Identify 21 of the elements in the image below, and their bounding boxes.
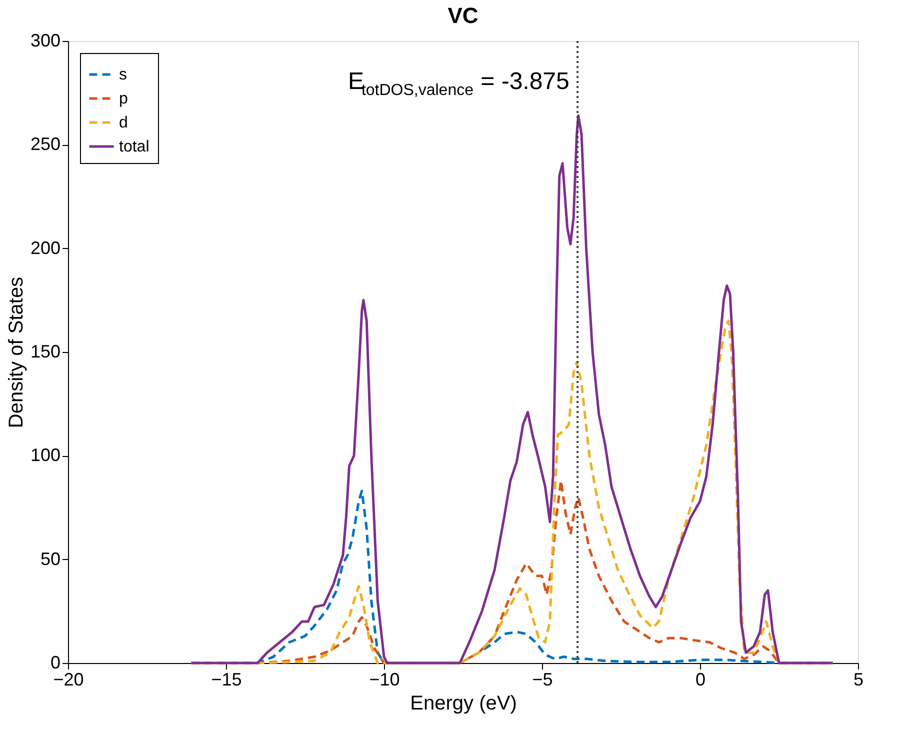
y-tick-label: 50 bbox=[40, 548, 60, 569]
x-tick-label: −15 bbox=[211, 670, 242, 690]
legend-label: d bbox=[119, 114, 128, 132]
y-tick-label: 150 bbox=[30, 342, 60, 362]
legend-label: total bbox=[119, 138, 150, 156]
x-axis-title: Energy (eV) bbox=[410, 692, 517, 714]
y-tick-label: 200 bbox=[30, 238, 60, 258]
chart-title: VC bbox=[448, 3, 478, 28]
y-tick-label: 0 bbox=[50, 652, 60, 672]
legend-label: s bbox=[119, 66, 127, 84]
x-tick-label: −10 bbox=[369, 670, 400, 690]
x-tick-label: −20 bbox=[53, 670, 84, 690]
y-tick-label: 250 bbox=[30, 134, 60, 154]
x-tick-label: −5 bbox=[532, 670, 553, 690]
legend-label: p bbox=[119, 90, 128, 108]
y-tick-label: 100 bbox=[30, 445, 60, 466]
x-tick-label: 5 bbox=[853, 670, 864, 690]
x-tick-label: 0 bbox=[695, 670, 706, 690]
y-tick-label: 300 bbox=[30, 30, 60, 50]
y-axis-title: Density of States bbox=[5, 276, 28, 428]
line-series bbox=[190, 114, 834, 664]
